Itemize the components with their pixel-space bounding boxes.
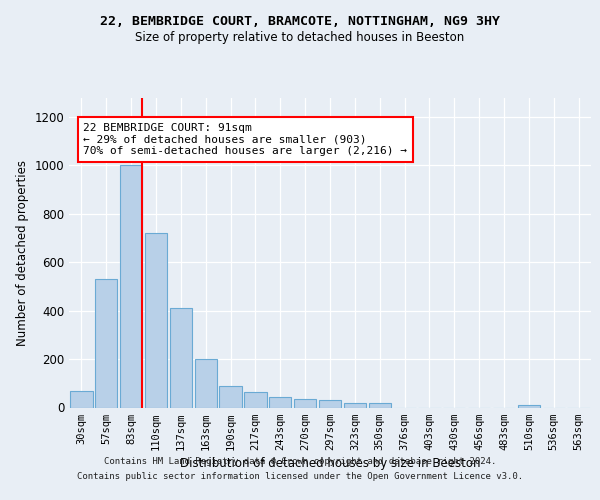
Bar [220, 386, 242, 407]
Bar [294, 399, 316, 407]
Bar [95, 279, 118, 407]
Bar [244, 392, 266, 407]
Bar [344, 402, 366, 407]
Bar [70, 390, 92, 407]
Text: Size of property relative to detached houses in Beeston: Size of property relative to detached ho… [136, 31, 464, 44]
Bar [120, 166, 142, 408]
Bar [170, 308, 192, 408]
Text: 22 BEMBRIDGE COURT: 91sqm
← 29% of detached houses are smaller (903)
70% of semi: 22 BEMBRIDGE COURT: 91sqm ← 29% of detac… [83, 123, 407, 156]
Bar [269, 396, 292, 407]
Text: Contains HM Land Registry data © Crown copyright and database right 2024.: Contains HM Land Registry data © Crown c… [104, 457, 496, 466]
Text: Contains public sector information licensed under the Open Government Licence v3: Contains public sector information licen… [77, 472, 523, 481]
Bar [145, 233, 167, 408]
Bar [194, 359, 217, 408]
Bar [518, 405, 540, 407]
X-axis label: Distribution of detached houses by size in Beeston: Distribution of detached houses by size … [180, 457, 480, 470]
Y-axis label: Number of detached properties: Number of detached properties [16, 160, 29, 346]
Bar [319, 400, 341, 407]
Text: 22, BEMBRIDGE COURT, BRAMCOTE, NOTTINGHAM, NG9 3HY: 22, BEMBRIDGE COURT, BRAMCOTE, NOTTINGHA… [100, 15, 500, 28]
Bar [368, 402, 391, 407]
